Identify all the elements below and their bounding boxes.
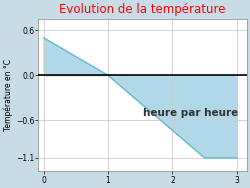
Text: heure par heure: heure par heure	[143, 108, 238, 118]
Y-axis label: Température en °C: Température en °C	[4, 59, 13, 131]
Title: Evolution de la température: Evolution de la température	[59, 3, 226, 17]
